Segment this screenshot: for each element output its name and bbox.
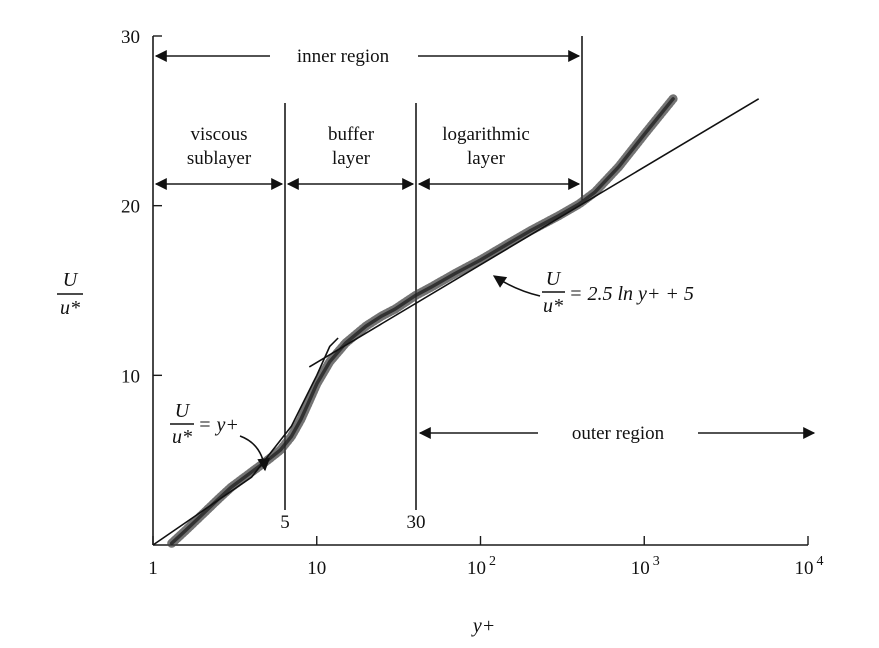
viscous-eq-rhs: = y+: [198, 414, 239, 436]
x-tick-label-exp: 3: [653, 554, 660, 569]
y-ticks: 10 20 30: [121, 27, 162, 387]
log-eq-rhs: = 2.5 ln y+ + 5: [569, 283, 694, 305]
log-eq-pointer: [492, 275, 541, 297]
x-tick-label: 10: [467, 558, 486, 579]
region-arrows: inner region viscous sublayer buffer lay…: [154, 46, 816, 444]
data-band-core: [169, 97, 675, 546]
viscous-eq-pointer: [239, 435, 271, 472]
x-ticks: 1 10 10 2 10 3 10 4: [148, 536, 824, 579]
viscous-eq-den: u*: [172, 426, 192, 448]
log-label-1: logarithmic: [442, 124, 530, 145]
x-tick-label: 1: [148, 558, 158, 579]
y-tick-label: 10: [121, 366, 140, 387]
log-eq-den: u*: [543, 295, 563, 317]
buffer-label-1: buffer: [328, 124, 375, 145]
viscous-eq-num: U: [175, 400, 191, 422]
y-label-den: u*: [60, 297, 80, 319]
y-label-num: U: [63, 269, 79, 291]
x-tick-label-exp: 2: [489, 554, 496, 569]
equations: U u* = y+ U u* = 2.5 ln y+ + 5: [170, 268, 694, 472]
inner-region-label: inner region: [297, 46, 390, 67]
y-tick-label: 20: [121, 197, 140, 218]
buffer-label-2: layer: [332, 148, 371, 169]
outer-region-label: outer region: [572, 423, 665, 444]
x-tick-label: 10: [795, 558, 814, 579]
viscous-label-2: sublayer: [187, 148, 252, 169]
y-tick-label: 30: [121, 27, 140, 48]
log-law-line: [308, 98, 760, 368]
x-tick-label: 10: [631, 558, 650, 579]
y-axis-label: U u*: [57, 269, 83, 319]
viscous-law-line: [152, 337, 339, 546]
curves: [152, 94, 760, 548]
x-tick-label-exp: 4: [817, 554, 824, 569]
viscous-label-1: viscous: [191, 124, 248, 145]
x-tick-label: 10: [307, 558, 326, 579]
x-axis-label: y+: [471, 615, 495, 637]
boundary-label-5: 5: [280, 512, 290, 533]
boundary-label-30: 30: [407, 512, 426, 533]
region-boundaries: 5 30: [280, 36, 583, 533]
log-eq-num: U: [546, 268, 562, 290]
log-label-2: layer: [467, 148, 506, 169]
